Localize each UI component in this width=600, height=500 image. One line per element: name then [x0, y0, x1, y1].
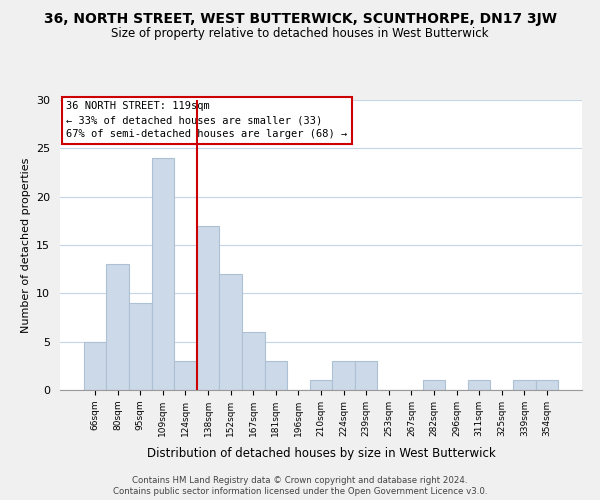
Bar	[355, 361, 377, 390]
Bar	[422, 380, 445, 390]
Bar	[468, 380, 490, 390]
Y-axis label: Number of detached properties: Number of detached properties	[20, 158, 31, 332]
Text: Contains public sector information licensed under the Open Government Licence v3: Contains public sector information licen…	[113, 488, 487, 496]
Bar	[152, 158, 174, 390]
Bar	[220, 274, 242, 390]
Bar	[332, 361, 355, 390]
Bar	[129, 303, 152, 390]
Bar	[513, 380, 536, 390]
Bar	[242, 332, 265, 390]
Bar	[106, 264, 129, 390]
Bar	[174, 361, 197, 390]
Text: 36 NORTH STREET: 119sqm
← 33% of detached houses are smaller (33)
67% of semi-de: 36 NORTH STREET: 119sqm ← 33% of detache…	[66, 102, 347, 140]
Bar	[536, 380, 558, 390]
Bar	[197, 226, 220, 390]
Text: Contains HM Land Registry data © Crown copyright and database right 2024.: Contains HM Land Registry data © Crown c…	[132, 476, 468, 485]
Text: 36, NORTH STREET, WEST BUTTERWICK, SCUNTHORPE, DN17 3JW: 36, NORTH STREET, WEST BUTTERWICK, SCUNT…	[44, 12, 557, 26]
Bar	[310, 380, 332, 390]
Bar	[84, 342, 106, 390]
Text: Size of property relative to detached houses in West Butterwick: Size of property relative to detached ho…	[111, 28, 489, 40]
Text: Distribution of detached houses by size in West Butterwick: Distribution of detached houses by size …	[146, 448, 496, 460]
Bar	[265, 361, 287, 390]
